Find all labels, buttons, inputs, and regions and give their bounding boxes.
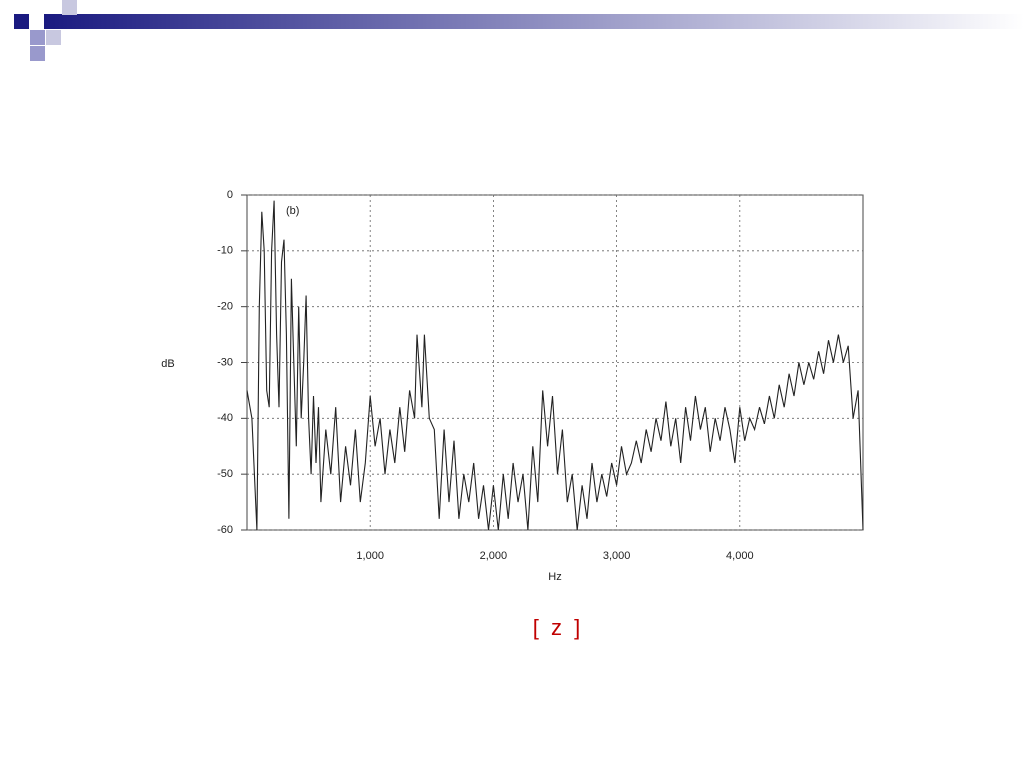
x-tick-label: 2,000	[480, 550, 508, 562]
y-tick-label: -30	[217, 356, 233, 368]
y-tick-label: -60	[217, 524, 233, 536]
header-square	[14, 14, 29, 29]
y-tick-label: 0	[227, 189, 233, 201]
y-tick-label: -10	[217, 245, 233, 257]
x-tick-label: 1,000	[356, 550, 384, 562]
y-tick-label: -20	[217, 301, 233, 313]
spectrum-line	[246, 200, 864, 531]
x-tick-label: 4,000	[726, 550, 754, 562]
caption: [ z ]	[533, 615, 583, 640]
x-tick-label: 3,000	[603, 550, 631, 562]
y-tick-label: -50	[217, 468, 233, 480]
header-bar	[44, 14, 1024, 29]
y-tick-label: -40	[217, 412, 233, 424]
header-square	[62, 0, 77, 15]
header-square	[30, 46, 45, 61]
y-axis-label: dB	[161, 358, 174, 370]
header-square	[30, 30, 45, 45]
annotation: (b)	[286, 205, 299, 217]
header-square	[46, 30, 61, 45]
x-axis-label: Hz	[548, 571, 561, 583]
